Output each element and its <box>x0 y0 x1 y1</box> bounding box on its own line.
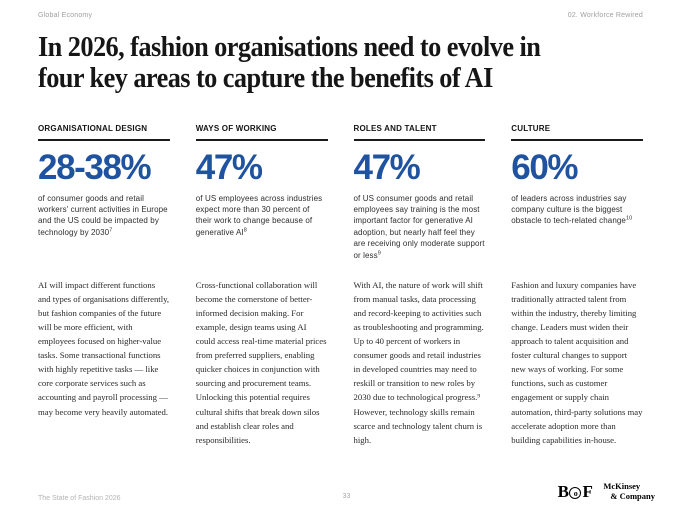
stat-value: 47% <box>195 147 263 187</box>
mckinsey-logo-line2: & Company <box>610 491 655 501</box>
stat-note: of leaders across industries say company… <box>511 193 643 227</box>
page-number: 33 <box>342 493 351 500</box>
stat-block-culture: CULTURE 60% of leaders across industries… <box>511 124 643 278</box>
stat-value: 47% <box>353 147 421 187</box>
section-label: Global Economy <box>38 12 93 19</box>
bof-letter-f: F <box>582 482 593 501</box>
bof-letter-b: B <box>557 482 569 501</box>
stat-note-text: of US consumer goods and retail employee… <box>353 193 485 260</box>
page-header: Global Economy 02. Workforce Rewired <box>38 12 643 19</box>
footnote-ref: 10 <box>625 215 633 222</box>
footnote-ref: 8 <box>243 227 247 234</box>
stat-note: of US employees across industries expect… <box>196 193 328 238</box>
column-label: ROLES AND TALENT <box>353 124 486 141</box>
stat-note-text: of US employees across industries expect… <box>195 193 323 237</box>
footnote-ref: 7 <box>109 227 113 234</box>
stat-note-text: of consumer goods and retail workers' cu… <box>38 193 168 237</box>
stat-note: of US consumer goods and retail employee… <box>354 193 486 261</box>
page-title-line1: In 2026, fashion organisations need to e… <box>38 32 541 63</box>
body-paragraph-roles-and-talent: With AI, the nature of work will shift f… <box>353 279 484 445</box>
chapter-label: 02. Workforce Rewired <box>567 12 643 19</box>
mckinsey-logo: McKinsey & Company <box>603 481 655 502</box>
footnote-ref: 9 <box>377 249 381 256</box>
page-title-line2: four key areas to capture the benefits o… <box>38 63 493 95</box>
four-column-grid: ORGANISATIONAL DESIGN 28-38% of consumer… <box>38 124 643 447</box>
mckinsey-logo-line1: McKinsey <box>603 481 641 492</box>
stat-value: 60% <box>511 147 578 187</box>
column-label: WAYS OF WORKING <box>195 124 328 141</box>
body-paragraph-ways-of-working: Cross-functional collaboration will beco… <box>195 279 327 445</box>
body-paragraph-culture: Fashion and luxury companies have tradit… <box>511 279 643 445</box>
report-name: The State of Fashion 2026 <box>38 495 121 502</box>
stat-note-text: of leaders across industries say company… <box>511 193 627 226</box>
bof-circle-o-icon: o <box>569 487 582 499</box>
stat-block-roles-and-talent: ROLES AND TALENT 47% of US consumer good… <box>353 124 486 278</box>
stat-block-organisational-design: ORGANISATIONAL DESIGN 28-38% of consumer… <box>38 124 170 278</box>
column-label: ORGANISATIONAL DESIGN <box>38 124 170 141</box>
stat-value: 28-38% <box>38 147 152 187</box>
stat-block-ways-of-working: WAYS OF WORKING 47% of US employees acro… <box>195 124 328 278</box>
column-label: CULTURE <box>511 124 643 141</box>
body-paragraph-organisational-design: AI will impact different functions and t… <box>38 279 170 417</box>
page-title: In 2026, fashion organisations need to e… <box>38 32 607 95</box>
stat-note: of consumer goods and retail workers' cu… <box>38 193 170 238</box>
